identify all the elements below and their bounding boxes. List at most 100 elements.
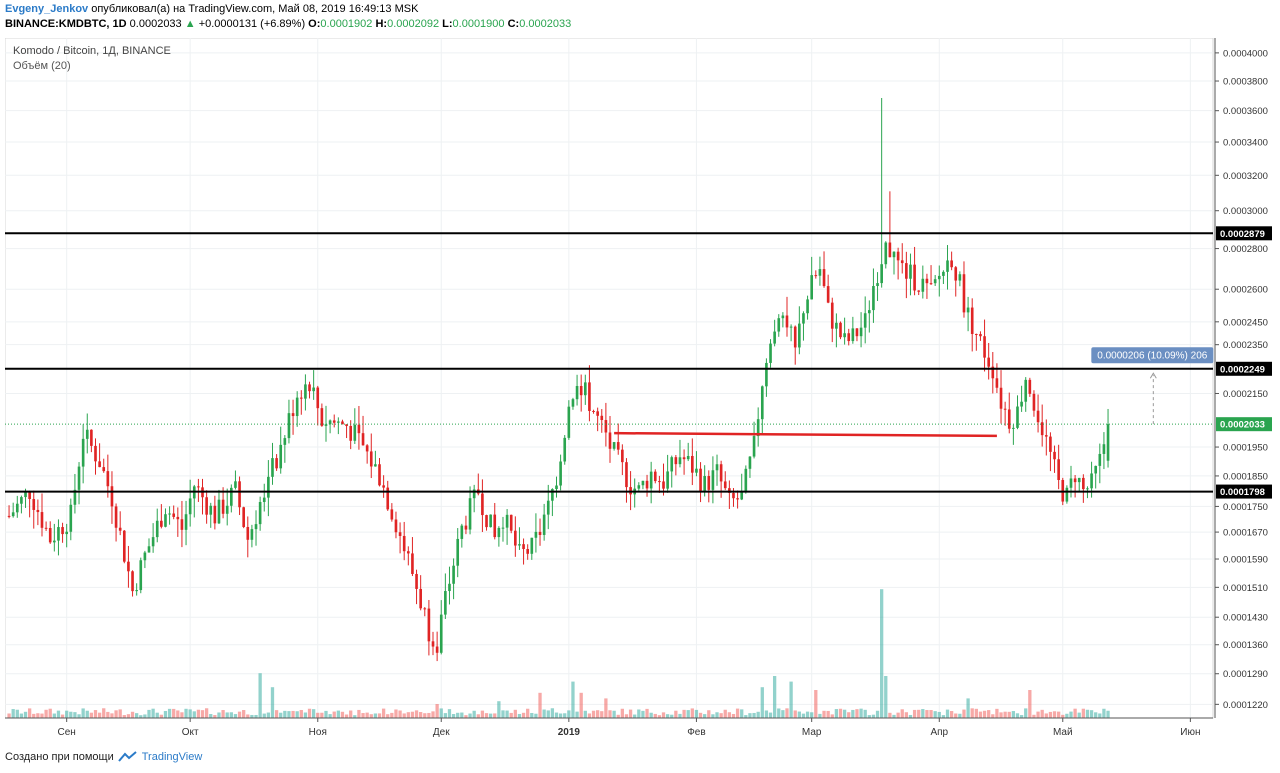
volume-bar (604, 698, 608, 718)
candle (728, 480, 731, 509)
price-tick-label: 0.0003200 (1223, 171, 1268, 182)
candle-body (419, 588, 422, 609)
candle-body (937, 275, 941, 280)
volume-bar (32, 713, 36, 718)
volume-bar (126, 714, 131, 718)
volume-bar (933, 711, 937, 718)
volume-bar (863, 709, 867, 718)
volume-bar (571, 681, 575, 718)
volume-bar (1007, 711, 1011, 718)
chart-area[interactable]: 0.0002879 0.0002249 0.0001798 0.0004000 0.0… (4, 37, 1275, 753)
candle (357, 405, 361, 450)
candle (699, 462, 702, 503)
volume-bar (435, 704, 439, 718)
candle (559, 454, 562, 491)
volume-bar (1003, 711, 1007, 718)
candle (806, 295, 809, 320)
close-value: 0.0002033 (519, 18, 572, 30)
candle (394, 511, 398, 539)
candle-body (884, 242, 888, 265)
volume-bar (332, 711, 336, 718)
candle (439, 600, 443, 655)
volume-bar (336, 710, 340, 718)
volume-bar (1015, 713, 1020, 718)
candle-body (509, 514, 513, 531)
candle-body (822, 269, 826, 287)
candle-body (888, 242, 892, 258)
candle-body (468, 498, 472, 530)
candle-body (514, 530, 517, 546)
volume-bar (1102, 708, 1106, 718)
volume-bar (760, 687, 764, 718)
low-value: 0.0001900 (452, 18, 505, 30)
time-tick-label: Дек (433, 727, 450, 738)
candle (514, 516, 517, 557)
volume-bar (225, 712, 229, 718)
candle-body (44, 527, 48, 529)
candle (765, 358, 768, 397)
volume-bar (542, 709, 546, 718)
volume-bar (921, 709, 925, 718)
candle (332, 414, 336, 428)
open-label: O: (308, 18, 321, 30)
candle-body (542, 514, 546, 535)
candle-body (304, 384, 307, 399)
candle-body (872, 286, 875, 311)
candle (460, 523, 464, 548)
author-link[interactable]: Evgeny_Jenkov (5, 3, 89, 15)
candle (102, 458, 106, 473)
volume-bar (472, 710, 476, 718)
volume-bar (118, 709, 122, 718)
candle (61, 522, 64, 543)
volume-bar (344, 714, 349, 718)
candle (106, 454, 110, 498)
volume-bar (200, 710, 205, 718)
candle (1016, 395, 1019, 430)
candle (637, 482, 641, 492)
candle-body (789, 326, 793, 328)
candle (1065, 485, 1069, 504)
volume-bar (875, 710, 880, 718)
candle-body (1003, 408, 1007, 410)
volume-bar (1040, 709, 1044, 718)
candle (830, 297, 834, 343)
candle (242, 506, 245, 529)
candle-body (785, 315, 789, 328)
volume-bar (694, 709, 699, 718)
candle (867, 300, 871, 333)
candle (11, 502, 15, 518)
volume-bar (538, 692, 542, 718)
volume-bar (1106, 710, 1110, 718)
candle-body (526, 549, 529, 554)
candle (299, 390, 303, 415)
volume-bar (719, 713, 723, 718)
candle (563, 435, 567, 465)
price-tick-label: 0.0001360 (1223, 640, 1268, 651)
candle (777, 314, 781, 337)
candle-body (1090, 473, 1093, 489)
candle (423, 607, 427, 617)
candle (131, 570, 134, 597)
volume-bar (7, 713, 11, 718)
volume-bar (1032, 714, 1036, 718)
candle-body (102, 467, 106, 472)
candle-body (929, 283, 933, 285)
volume-bar (287, 711, 291, 718)
candle (966, 296, 970, 332)
volume-bar (888, 712, 892, 718)
candle (896, 247, 900, 280)
candle (505, 509, 509, 545)
overlays: 0.0002033 0.0000206 (10.09%) 206 (5, 347, 1272, 438)
volume-bar (497, 701, 501, 718)
candle (670, 455, 674, 488)
tradingview-link[interactable]: TradingView (141, 751, 203, 763)
volume-bar (143, 714, 147, 718)
candle-body (1028, 379, 1032, 394)
volume-bar (398, 710, 402, 718)
candle-body (398, 532, 402, 536)
candle (254, 510, 258, 546)
candle-body (328, 420, 332, 425)
volume-bar (842, 709, 847, 718)
candle (234, 470, 237, 490)
